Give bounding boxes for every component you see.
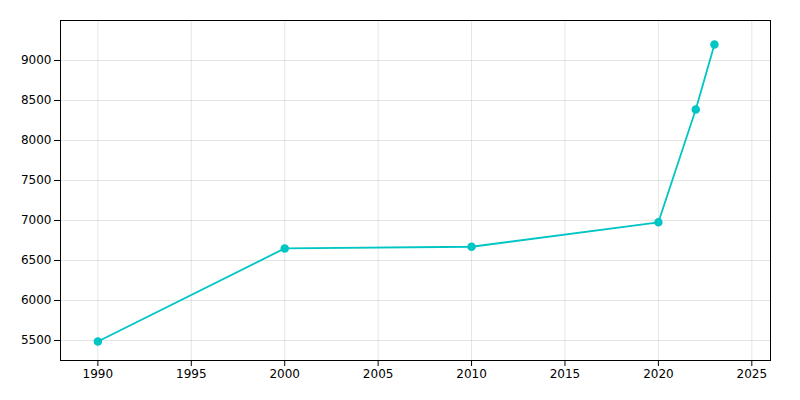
svg-text:6000: 6000 (21, 293, 52, 307)
svg-text:8000: 8000 (21, 133, 52, 147)
svg-text:8500: 8500 (21, 93, 52, 107)
svg-text:1990: 1990 (83, 367, 114, 381)
svg-text:7500: 7500 (21, 173, 52, 187)
svg-text:2010: 2010 (456, 367, 487, 381)
svg-text:9000: 9000 (21, 53, 52, 67)
svg-text:2005: 2005 (363, 367, 394, 381)
svg-text:1995: 1995 (176, 367, 207, 381)
svg-text:7000: 7000 (21, 213, 52, 227)
svg-text:6500: 6500 (21, 253, 52, 267)
svg-text:5500: 5500 (21, 333, 52, 347)
svg-text:2025: 2025 (737, 367, 768, 381)
svg-text:2000: 2000 (269, 367, 300, 381)
svg-text:2015: 2015 (550, 367, 581, 381)
svg-text:2020: 2020 (643, 367, 674, 381)
